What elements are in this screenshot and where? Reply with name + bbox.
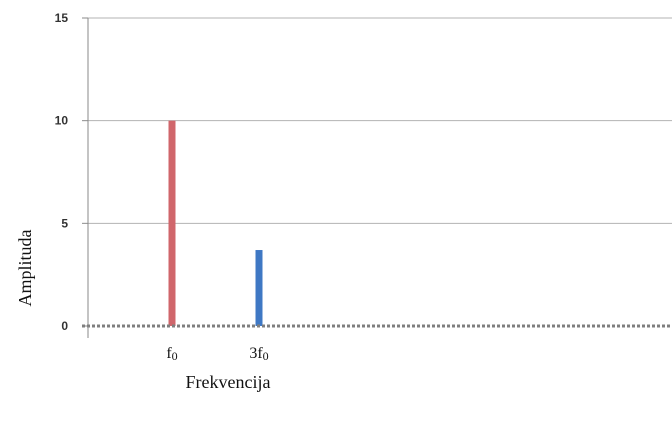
x-tick-label: 3f0 <box>249 345 268 363</box>
y-tick-label: 10 <box>55 114 69 128</box>
x-axis-label: Frekvencija <box>186 372 271 392</box>
y-ticks: 0 5 10 15 <box>55 11 88 333</box>
x-ticks: f0 3f0 <box>87 326 269 363</box>
gridlines <box>88 17 672 224</box>
x-tick-label: f0 <box>166 345 177 363</box>
y-tick-label: 5 <box>61 216 68 230</box>
y-tick-label: 15 <box>55 11 69 25</box>
y-axis-label: Amplituda <box>15 229 35 306</box>
bar-3f0 <box>255 250 263 326</box>
bar-f0 <box>168 120 176 327</box>
y-tick-label: 0 <box>61 319 68 333</box>
bars <box>168 120 263 327</box>
